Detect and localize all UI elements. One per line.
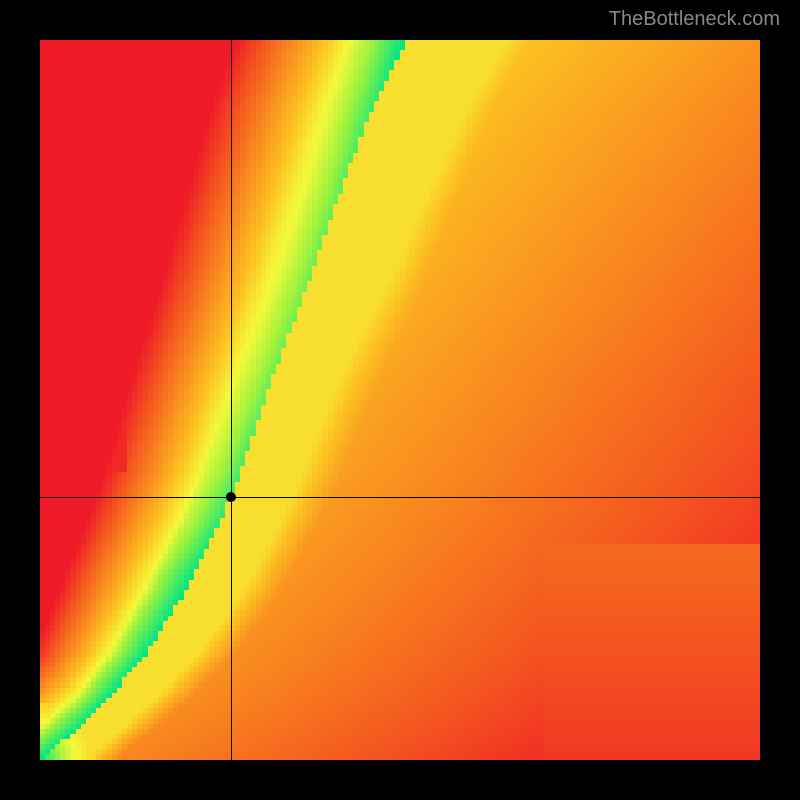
crosshair-marker bbox=[226, 492, 236, 502]
plot-area bbox=[40, 40, 760, 760]
crosshair-vertical bbox=[231, 40, 232, 760]
heatmap-canvas bbox=[40, 40, 760, 760]
figure-container: TheBottleneck.com bbox=[0, 0, 800, 800]
crosshair-horizontal bbox=[40, 497, 760, 498]
watermark-text: TheBottleneck.com bbox=[609, 8, 780, 31]
